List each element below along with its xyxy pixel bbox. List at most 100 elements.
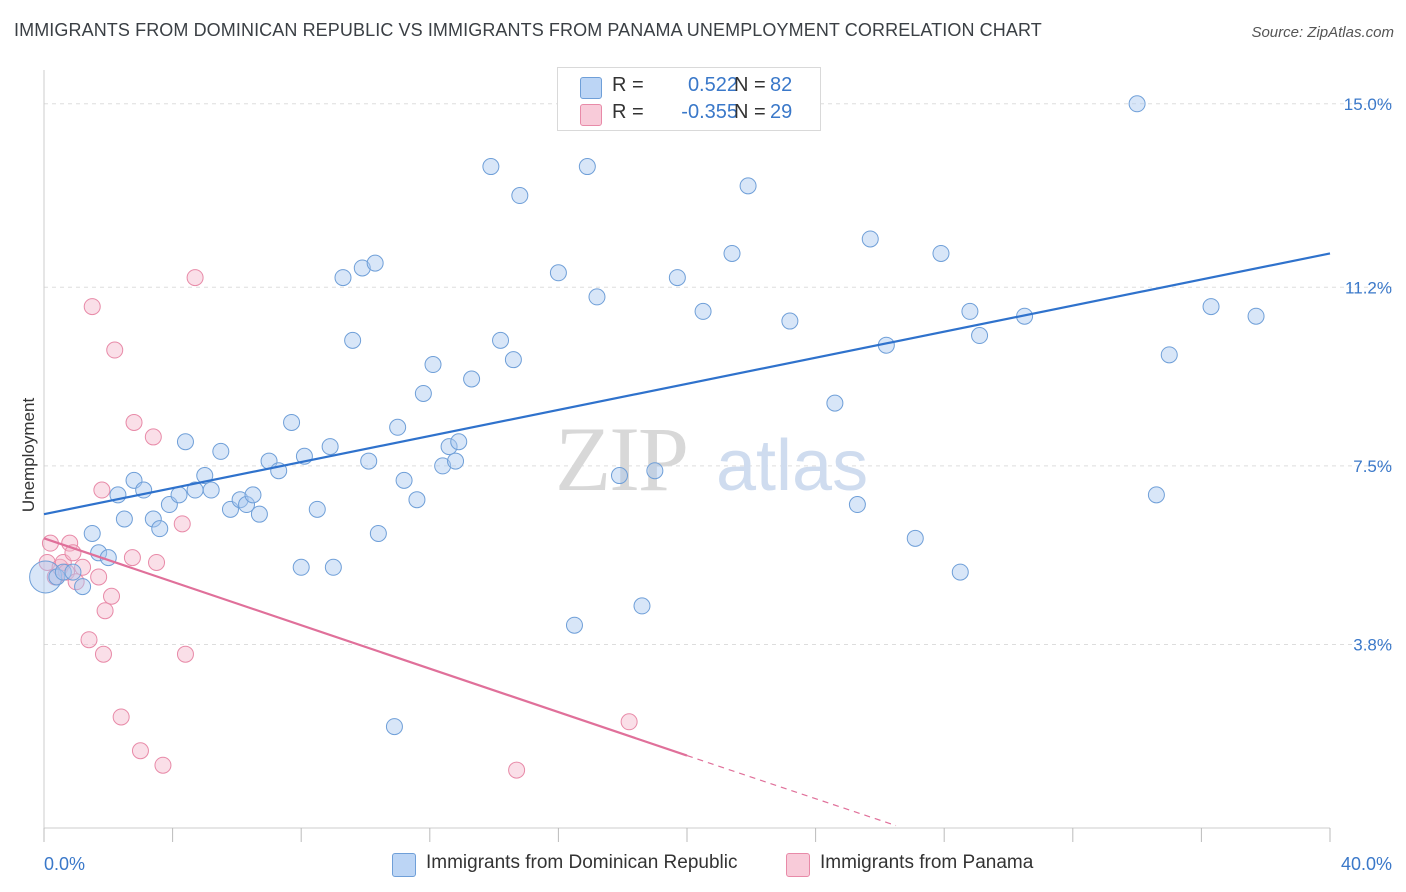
data-point-panama: [123, 549, 141, 567]
data-point-dominican: [414, 384, 432, 402]
legend-label: Immigrants from Dominican Republic: [426, 852, 738, 873]
data-point-dominican: [482, 158, 500, 176]
series-panama: [38, 269, 638, 779]
data-point-panama: [90, 568, 108, 586]
data-point-dominican: [385, 718, 403, 736]
data-point-dominican: [578, 158, 596, 176]
data-point-panama: [144, 428, 162, 446]
data-point-dominican: [434, 457, 452, 475]
series-dominican-republic: [29, 95, 1265, 736]
n-value: 29: [770, 101, 793, 123]
data-point-dominican: [250, 505, 268, 523]
legend-label: Immigrants from Panama: [820, 852, 1034, 873]
y-tick-label: 11.2%: [1345, 278, 1392, 297]
data-point-dominican: [739, 177, 757, 195]
trend-lines: [43, 252, 1331, 827]
data-point-panama: [83, 298, 101, 316]
data-point-panama: [74, 558, 92, 576]
x-tick-label: 40.0%: [1341, 854, 1392, 874]
data-point-dominican: [549, 264, 567, 282]
n-value: 82: [770, 74, 793, 96]
data-point-dominican: [64, 563, 82, 581]
data-point-panama: [508, 761, 526, 779]
data-point-panama: [125, 413, 143, 431]
trend-line-panama: [43, 537, 688, 757]
data-point-dominican: [511, 187, 529, 205]
data-point-dominican: [1160, 346, 1178, 364]
data-point-dominican: [1128, 95, 1146, 113]
chart-title: IMMIGRANTS FROM DOMINICAN REPUBLIC VS IM…: [14, 20, 1042, 40]
data-point-panama: [620, 713, 638, 731]
data-point-panama: [112, 708, 130, 726]
legend-swatch-blue: [580, 77, 602, 99]
data-point-panama: [186, 269, 204, 287]
data-point-dominican: [238, 496, 256, 514]
data-point-panama: [93, 481, 111, 499]
data-point-dominican: [646, 462, 664, 480]
legend-item-dominican: Immigrants from Dominican Republic: [392, 852, 762, 878]
n-label: N =: [734, 101, 766, 123]
data-point-dominican: [308, 500, 326, 518]
data-point-dominican: [694, 302, 712, 320]
data-point-dominican: [90, 544, 108, 562]
data-point-dominican: [389, 418, 407, 436]
correlation-legend: R = 0.522 N = 82 R = -0.355 N = 29: [557, 67, 821, 131]
data-point-dominican: [848, 496, 866, 514]
data-point-dominican: [344, 331, 362, 349]
data-point-dominican: [861, 230, 879, 248]
data-point-panama: [154, 756, 172, 774]
data-point-dominican: [1202, 298, 1220, 316]
data-point-dominican: [212, 442, 230, 460]
legend-item-panama: Immigrants from Panama: [786, 852, 1056, 878]
y-tick-label: 3.8%: [1353, 636, 1392, 655]
data-point-dominican: [54, 563, 72, 581]
data-point-dominican: [202, 481, 220, 499]
data-point-dominican: [781, 312, 799, 330]
data-point-dominican: [826, 394, 844, 412]
data-point-dominican: [971, 327, 989, 345]
data-point-panama: [131, 742, 149, 760]
data-point-panama: [80, 631, 98, 649]
watermark-atlas: atlas: [716, 426, 868, 506]
data-point-dominican: [176, 433, 194, 451]
data-point-panama: [103, 587, 121, 605]
data-point-dominican: [588, 288, 606, 306]
data-point-dominican: [74, 578, 92, 596]
data-point-dominican: [170, 486, 188, 504]
data-point-dominican: [951, 563, 969, 581]
watermark-zip: ZIP: [555, 408, 687, 510]
data-point-dominican: [334, 269, 352, 287]
data-point-dominican: [324, 558, 342, 576]
data-point-dominican: [492, 331, 510, 349]
n-label: N =: [734, 74, 766, 96]
data-point-panama: [176, 645, 194, 663]
data-point-dominican: [1247, 307, 1265, 325]
data-point-dominican: [463, 370, 481, 388]
y-tick-label: 7.5%: [1353, 457, 1392, 476]
data-point-dominican: [321, 438, 339, 456]
data-point-dominican: [565, 616, 583, 634]
data-point-dominican: [906, 529, 924, 547]
data-point-dominican: [610, 467, 628, 485]
x-tick-label: 0.0%: [44, 854, 85, 874]
y-axis-label: Unemployment: [19, 398, 38, 513]
data-point-panama: [94, 645, 112, 663]
legend-swatch-pink: [580, 104, 602, 126]
r-label: R =: [612, 74, 644, 96]
data-point-dominican: [283, 413, 301, 431]
data-point-dominican: [961, 302, 979, 320]
axes: [43, 70, 1331, 842]
data-point-dominican: [440, 438, 458, 456]
legend-swatch-pink: [786, 853, 810, 877]
data-point-dominican: [353, 259, 371, 277]
data-point-panama: [106, 341, 124, 359]
data-point-dominican: [504, 351, 522, 369]
data-point-dominican: [144, 510, 162, 528]
data-point-dominican: [408, 491, 426, 509]
r-label: R =: [612, 101, 644, 123]
data-point-dominican: [633, 597, 651, 615]
watermark: ZIP atlas: [555, 408, 868, 510]
trend-line-panama-extension: [686, 755, 897, 827]
data-point-dominican: [395, 471, 413, 489]
